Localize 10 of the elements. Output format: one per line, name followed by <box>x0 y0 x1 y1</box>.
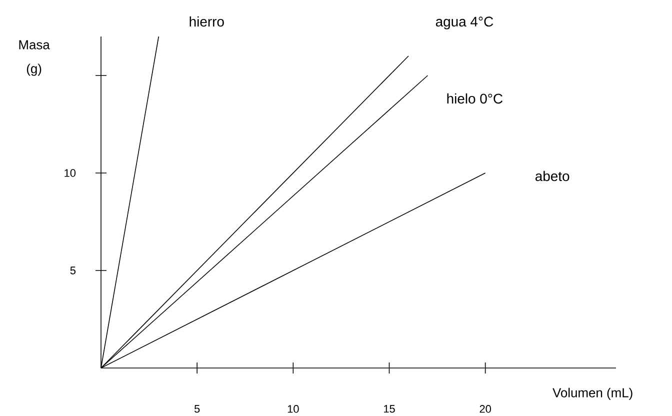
x-tick-label: 5 <box>194 405 200 413</box>
x-axis-title: Volumen (mL) <box>552 388 632 400</box>
x-tick-label: 20 <box>480 405 491 413</box>
y-axis-title: Masa (g) <box>19 40 50 76</box>
x-tick-label: 10 <box>288 405 299 413</box>
series-label: hielo 0°C <box>447 93 503 104</box>
text: hierro <box>190 16 224 27</box>
text: agua 4°C <box>436 16 494 30</box>
text: abeto <box>535 170 570 182</box>
x-tick-label: 15 <box>384 405 395 413</box>
